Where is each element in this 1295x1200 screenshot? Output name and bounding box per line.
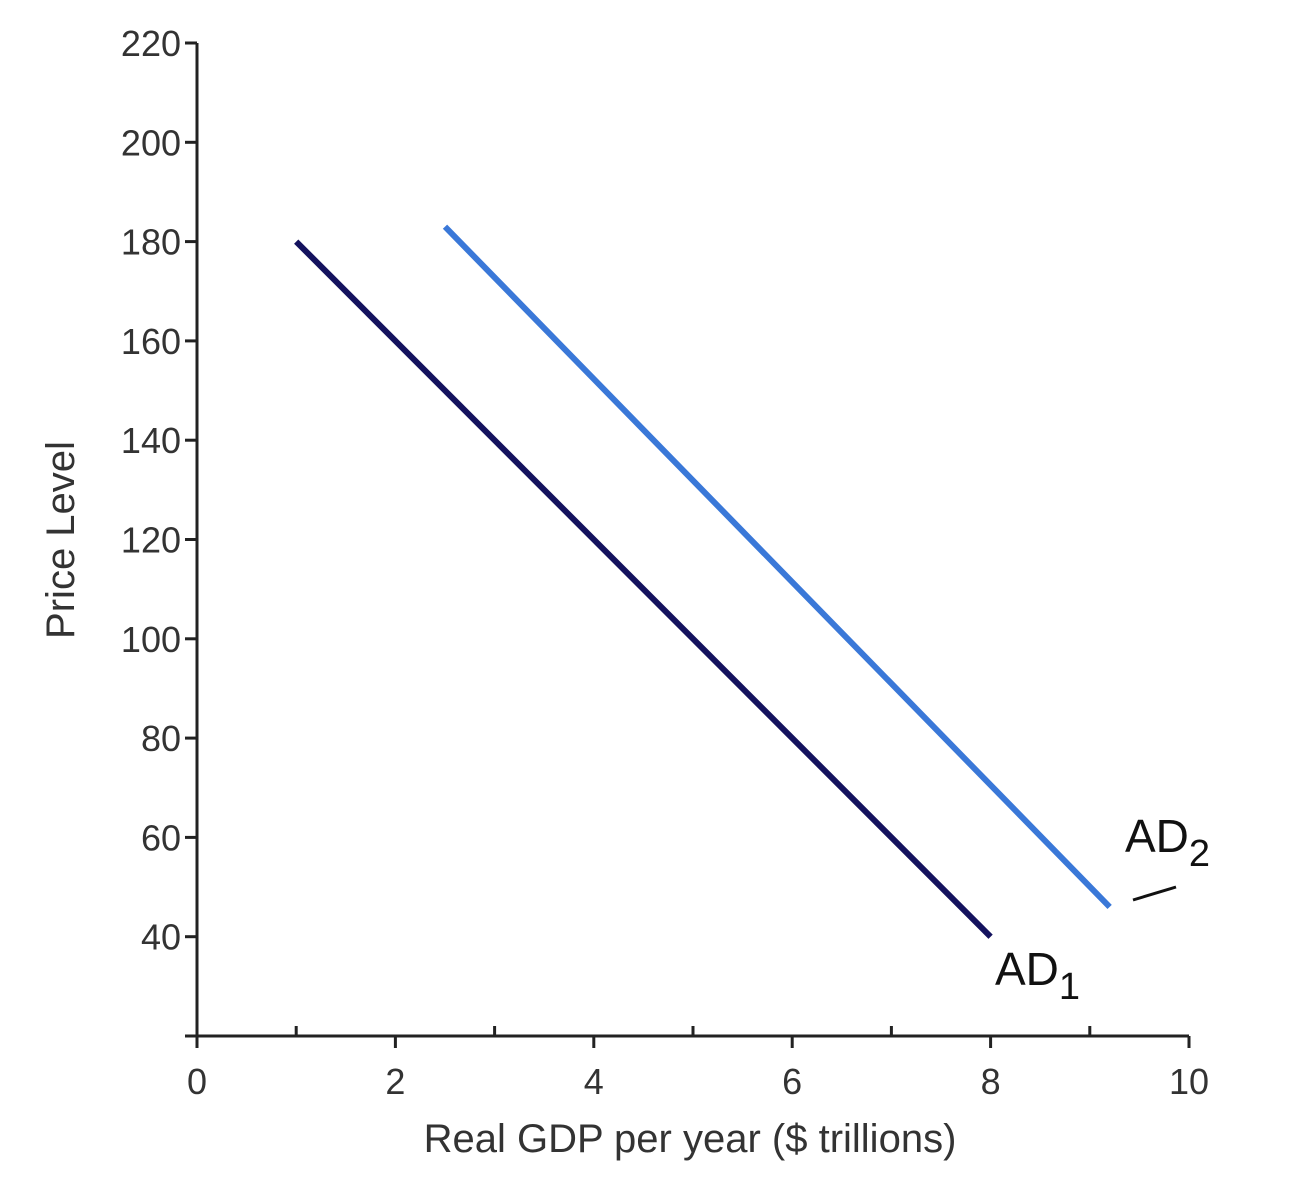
x-axis-title: Real GDP per year ($ trillions) [424,1117,957,1161]
series-subscript: 2 [1189,833,1210,875]
y-tick-label: 140 [121,420,181,461]
y-tick-label: 80 [141,718,181,759]
y-tick-label: 180 [121,222,181,263]
x-tick-label: 2 [385,1061,405,1102]
y-tick-label: 40 [141,917,181,958]
series-name: AD [995,943,1059,995]
x-tick-label: 0 [187,1061,207,1102]
y-axis-title: Price Level [39,441,83,639]
data-line [294,239,993,939]
series-subscript: 1 [1059,966,1080,1008]
x-tick-label: 4 [584,1061,604,1102]
data-line [442,224,1112,910]
series-label: AD1 [995,943,1080,1008]
y-tick-label: 100 [121,619,181,660]
y-tick-label: 200 [121,122,181,163]
label-leader [1132,885,1177,902]
series-name: AD [1125,810,1189,862]
y-tick-label: 60 [141,817,181,858]
y-tick-label: 120 [121,520,181,561]
y-tick-label: 160 [121,321,181,362]
x-tick-label: 10 [1169,1061,1209,1102]
x-tick-label: 8 [981,1061,1001,1102]
y-tick-label: 220 [121,23,181,64]
series-label: AD2 [1125,810,1210,875]
x-tick-label: 6 [782,1061,802,1102]
